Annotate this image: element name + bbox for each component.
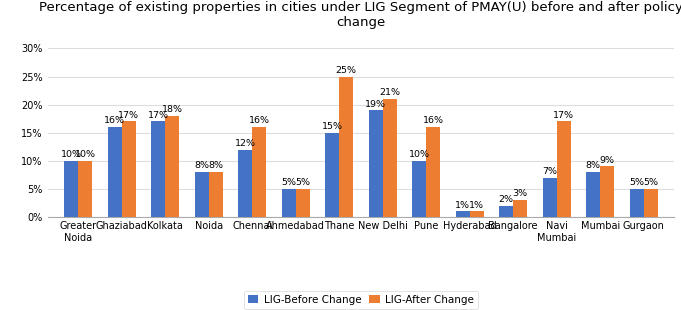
Text: 7%: 7% (542, 167, 557, 176)
Bar (64, 161, 78, 217)
Bar (412, 161, 426, 217)
Text: 10%: 10% (61, 150, 82, 159)
Text: 2%: 2% (498, 195, 513, 204)
Bar (456, 211, 470, 217)
Text: 17%: 17% (553, 111, 574, 120)
Text: 5%: 5% (281, 178, 296, 187)
Text: 16%: 16% (104, 117, 125, 126)
Text: 12%: 12% (235, 139, 255, 148)
Bar (108, 127, 122, 217)
Bar (78, 161, 92, 217)
Text: 10%: 10% (75, 150, 95, 159)
Bar (368, 110, 383, 217)
Bar (326, 133, 339, 217)
Bar (556, 122, 571, 217)
Text: 19%: 19% (365, 100, 386, 108)
Bar (600, 166, 614, 217)
Text: 5%: 5% (295, 178, 310, 187)
Bar (252, 127, 266, 217)
Bar (238, 149, 252, 217)
Bar (586, 172, 600, 217)
Text: 16%: 16% (249, 117, 270, 126)
Text: 1%: 1% (469, 201, 484, 210)
Text: 8%: 8% (586, 162, 601, 171)
Bar (339, 77, 353, 217)
Bar (208, 172, 223, 217)
Bar (543, 178, 557, 217)
Text: 15%: 15% (321, 122, 343, 131)
Text: 8%: 8% (194, 162, 209, 171)
Bar (151, 122, 165, 217)
Text: 25%: 25% (336, 66, 357, 75)
Text: 5%: 5% (643, 178, 659, 187)
Title: Percentage of existing properties in cities under LIG Segment of PMAY(U) before : Percentage of existing properties in cit… (39, 1, 681, 29)
Text: 21%: 21% (379, 88, 400, 97)
Bar (513, 200, 527, 217)
Text: 16%: 16% (423, 117, 443, 126)
Text: 1%: 1% (455, 201, 471, 210)
Bar (165, 116, 179, 217)
Bar (195, 172, 208, 217)
Bar (426, 127, 440, 217)
Text: 17%: 17% (148, 111, 169, 120)
Text: 18%: 18% (161, 105, 183, 114)
Bar (122, 122, 136, 217)
Text: 3%: 3% (513, 189, 528, 198)
Text: 10%: 10% (409, 150, 430, 159)
Text: 17%: 17% (118, 111, 139, 120)
Legend: LIG-Before Change, LIG-After Change: LIG-Before Change, LIG-After Change (244, 290, 478, 309)
Text: 8%: 8% (208, 162, 223, 171)
Text: 5%: 5% (629, 178, 644, 187)
Bar (630, 189, 644, 217)
Bar (383, 99, 396, 217)
Bar (499, 206, 513, 217)
Bar (296, 189, 310, 217)
Bar (470, 211, 484, 217)
Bar (644, 189, 658, 217)
Bar (282, 189, 296, 217)
Text: 9%: 9% (600, 156, 615, 165)
